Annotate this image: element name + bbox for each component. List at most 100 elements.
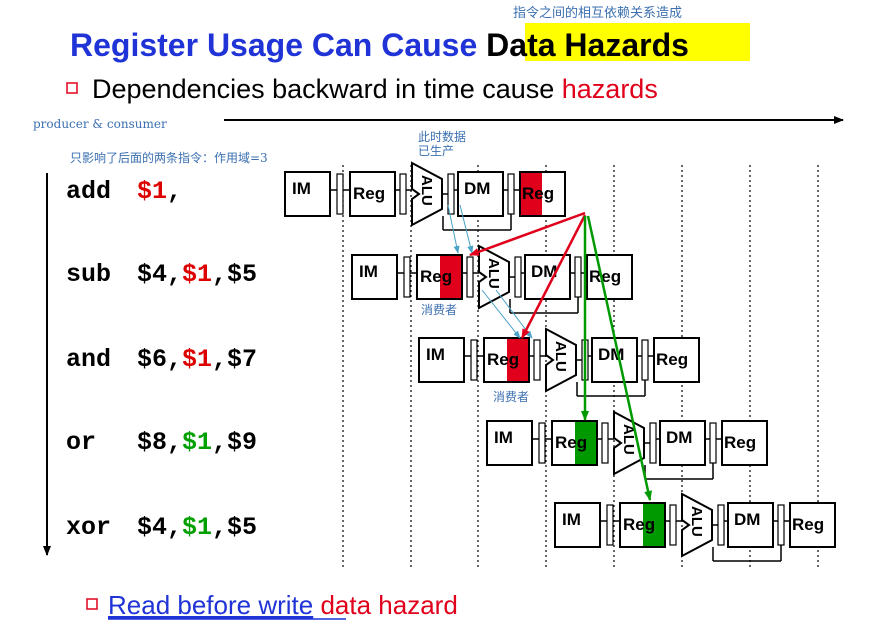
instruction-opcode: add	[66, 177, 111, 206]
reg-read-label: Reg	[555, 433, 587, 452]
alu-label: ALU	[552, 341, 569, 372]
pipeline-latch	[709, 422, 717, 464]
reg-write-box	[789, 502, 836, 548]
dm-label: DM	[666, 428, 692, 447]
im-label: IM	[494, 428, 513, 447]
reg-write-label: Reg	[656, 350, 688, 369]
instruction-operand: ,$7	[212, 345, 257, 374]
instruction-or: or $8,$1,$9	[66, 428, 257, 457]
pipeline-latch	[533, 339, 541, 381]
im-label: IM	[562, 510, 581, 529]
pipeline-latch	[470, 339, 478, 381]
im-box	[351, 254, 398, 300]
dm-box	[524, 254, 571, 300]
instruction-opcode: and	[66, 345, 111, 374]
pipeline-latch	[507, 173, 515, 215]
title-highlight: Data Hazards	[486, 27, 689, 63]
alu-unit	[411, 161, 443, 227]
alu-label: ALU	[485, 258, 502, 289]
instruction-xor: xor $4,$1,$5	[66, 513, 257, 542]
reg-write-box	[721, 420, 768, 466]
dm-box	[659, 420, 706, 466]
dm-box	[591, 337, 638, 383]
alu-unit	[545, 327, 577, 393]
reg-read-shade	[575, 422, 596, 464]
pipeline-latch	[403, 256, 411, 298]
reg-write-label: Reg	[792, 515, 824, 534]
pipeline-row: ALU	[351, 244, 633, 314]
pipeline-latch	[649, 422, 657, 464]
reg-write-box	[653, 337, 700, 383]
pipeline-latch	[466, 256, 474, 298]
bullet-read-before-write: Read before write data hazard	[108, 590, 458, 620]
page-title: Register Usage Can Cause Data Hazards	[70, 27, 689, 63]
pipeline-latch	[717, 504, 725, 546]
pipeline-latch	[336, 173, 344, 215]
instruction-sub: sub $4,$1,$5	[66, 260, 257, 289]
dm-label: DM	[464, 179, 490, 198]
instruction-operand: $4,	[137, 260, 182, 289]
alu-label: ALU	[620, 424, 637, 455]
pipeline-row: ALU	[284, 161, 566, 231]
instruction-operand: $1	[182, 345, 212, 374]
alu-unit	[478, 244, 510, 310]
instruction-add: add $1,	[66, 177, 182, 206]
pipeline-latch	[538, 422, 546, 464]
instruction-operand: ,	[167, 177, 182, 206]
alu-unit	[613, 410, 645, 476]
dm-label: DM	[531, 262, 557, 281]
data-hazard-text: data hazard	[313, 590, 458, 620]
im-label: IM	[292, 179, 311, 198]
instruction-operand: $1	[182, 513, 212, 542]
title-highlight-bg	[525, 23, 750, 61]
pipeline-latch	[399, 173, 407, 215]
consumer-arrow-1	[481, 289, 521, 339]
im-box	[554, 502, 601, 548]
reg-read-label: Reg	[353, 184, 385, 203]
instruction-operand: $1	[182, 428, 212, 457]
bullet-square-icon	[66, 82, 78, 94]
im-box	[486, 420, 533, 466]
instruction-operand: ,$5	[212, 260, 257, 289]
reg-write-shade	[521, 173, 542, 215]
pipeline-latch	[641, 339, 649, 381]
bullet-hazards-word: hazards	[562, 74, 658, 104]
pipeline-latch	[777, 504, 785, 546]
reg-write-label: Reg	[589, 267, 621, 286]
instruction-opcode: sub	[66, 260, 111, 289]
top-note: 指令之间的相互依赖关系造成	[513, 5, 682, 21]
alu-label: ALU	[688, 506, 705, 537]
instruction-operand: $1	[182, 260, 212, 289]
read-before-write-link[interactable]: Read before write	[108, 590, 313, 620]
instruction-operand: ,$5	[212, 513, 257, 542]
data-ready-note-line2: 已生产	[418, 144, 454, 158]
hazard-arrow-and	[520, 214, 587, 339]
consumer-note-and: 消费者	[493, 390, 529, 404]
producer-consumer-note: producer & consumer	[33, 117, 167, 131]
pipeline-latch	[669, 504, 677, 546]
data-ready-note-line1: 此时数据	[418, 129, 466, 144]
bullet-dependencies: Dependencies backward in time cause haza…	[92, 74, 658, 104]
dm-label: DM	[734, 510, 760, 529]
alu-label: ALU	[418, 175, 435, 206]
pipeline-latch	[574, 256, 582, 298]
dm-box	[457, 171, 504, 217]
pipeline-latch	[447, 173, 455, 215]
scope-note: 只影响了后面的两条指令：作用域=3	[70, 150, 268, 165]
pipeline-latch	[514, 256, 522, 298]
reg-read-shade	[507, 339, 528, 381]
consumer-note-sub: 消费者	[421, 303, 457, 317]
reg-read-label: Reg	[623, 515, 655, 534]
reg-read-label: Reg	[420, 267, 452, 286]
bullet-dependencies-text: Dependencies backward in time cause	[92, 74, 562, 104]
instruction-operand: $1	[137, 177, 167, 206]
im-label: IM	[426, 345, 445, 364]
instruction-operand: ,$9	[212, 428, 257, 457]
reg-read-box	[349, 171, 396, 217]
instruction-operand: $8,	[137, 428, 182, 457]
data-ready-arrow-2	[459, 204, 474, 254]
instruction-opcode: or	[66, 428, 96, 457]
pipeline-row: ALU	[554, 492, 836, 562]
